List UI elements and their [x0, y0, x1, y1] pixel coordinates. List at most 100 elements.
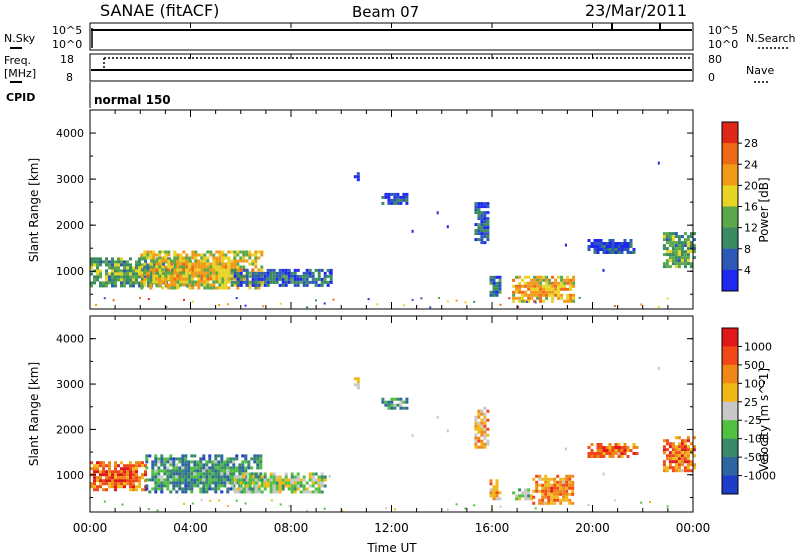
- velocity-cell: [105, 470, 108, 474]
- power-cell: [236, 262, 240, 266]
- velocity-cell: [102, 470, 105, 474]
- velocity-cell: [571, 474, 575, 478]
- velocity-cell: [293, 484, 297, 488]
- velocity-cell: [154, 463, 158, 467]
- power-cell: [329, 271, 333, 275]
- power-cell: [686, 244, 690, 248]
- velocity-cell: [596, 455, 600, 458]
- velocity-cell: [181, 475, 185, 479]
- power-cell: [194, 253, 198, 257]
- power-cell: [632, 248, 636, 251]
- power-cell: [508, 297, 511, 300]
- velocity-cell: [202, 463, 206, 467]
- velocity-cell: [689, 442, 693, 446]
- power-cell: [257, 256, 261, 260]
- velocity-cell: [617, 455, 621, 458]
- velocity-cell: [254, 490, 258, 494]
- velocity-cell: [199, 457, 203, 461]
- power-cell: [665, 253, 669, 257]
- power-cell: [527, 275, 531, 279]
- velocity-cell: [547, 489, 551, 493]
- power-cell: [242, 250, 246, 254]
- velocity-cell: [172, 457, 176, 461]
- velocity-cell: [275, 490, 279, 494]
- velocity-cell: [178, 460, 182, 464]
- power-cell: [677, 250, 681, 254]
- power-cell: [263, 274, 267, 278]
- velocity-cell: [187, 469, 191, 473]
- velocity-cell: [677, 463, 681, 467]
- velocity-ytick-label: 3000: [56, 378, 84, 391]
- velocity-cell: [157, 478, 161, 482]
- power-cell: [515, 296, 519, 300]
- power-cell: [224, 262, 228, 266]
- velocity-cell: [232, 457, 236, 461]
- velocity-cell: [99, 470, 102, 474]
- power-cell: [203, 253, 207, 257]
- velocity-cell: [483, 427, 487, 431]
- velocity-cell: [102, 473, 105, 477]
- velocity-cell: [284, 475, 288, 479]
- power-cell: [671, 244, 675, 248]
- velocity-cell: [662, 460, 666, 464]
- power-cell: [167, 262, 171, 266]
- power-cell: [129, 281, 132, 285]
- power-cell: [132, 284, 135, 288]
- power-cell: [161, 277, 165, 281]
- velocity-cell: [105, 488, 108, 492]
- power-cell: [176, 253, 180, 257]
- velocity-cell: [317, 487, 321, 491]
- velocity-cell: [181, 478, 185, 482]
- power-cell: [161, 256, 165, 260]
- velocity-cell: [217, 466, 221, 470]
- velocity-cell: [314, 478, 318, 482]
- power-cell: [492, 284, 496, 288]
- velocity-cell: [202, 469, 206, 473]
- velocity-cell: [474, 445, 478, 449]
- velocity-colorbar-swatch: [722, 364, 738, 384]
- velocity-cell: [477, 409, 481, 413]
- power-cell: [483, 220, 487, 224]
- velocity-cell: [269, 475, 273, 479]
- velocity-cell: [596, 449, 600, 452]
- velocity-cell: [272, 481, 276, 485]
- power-cell: [677, 235, 681, 239]
- velocity-cell: [135, 467, 138, 471]
- velocity-cell: [623, 452, 627, 455]
- velocity-cell: [266, 481, 270, 485]
- freq-tick-top: 18: [60, 53, 74, 66]
- power-cell: [305, 283, 309, 287]
- velocity-cell: [93, 485, 96, 489]
- freq-label: Freq.: [4, 54, 31, 67]
- power-cell: [486, 202, 490, 206]
- power-cell: [320, 268, 324, 272]
- power-cell: [566, 299, 570, 303]
- velocity-cell: [390, 406, 394, 410]
- velocity-cell: [483, 445, 487, 449]
- power-cell: [263, 277, 267, 281]
- power-cell: [257, 283, 261, 287]
- power-cell: [90, 257, 93, 261]
- velocity-cell: [135, 485, 138, 489]
- power-cell: [266, 274, 270, 278]
- power-cell: [512, 284, 516, 288]
- power-cell: [686, 250, 690, 254]
- power-cell: [284, 268, 288, 272]
- power-cell: [629, 242, 633, 245]
- velocity-cell: [499, 505, 502, 508]
- velocity-cell: [96, 476, 99, 480]
- velocity-cell: [259, 457, 263, 461]
- power-cell: [179, 274, 183, 278]
- power-cell: [156, 257, 159, 261]
- velocity-cell: [117, 473, 120, 477]
- power-cell: [329, 280, 333, 284]
- velocity-cell: [250, 466, 254, 470]
- power-cell: [147, 298, 150, 301]
- power-cell: [492, 287, 496, 291]
- power-cell: [590, 245, 594, 248]
- power-cell: [144, 275, 147, 279]
- velocity-cell: [208, 457, 212, 461]
- velocity-cell: [256, 463, 260, 467]
- power-cell: [105, 269, 108, 273]
- power-cell: [99, 269, 102, 273]
